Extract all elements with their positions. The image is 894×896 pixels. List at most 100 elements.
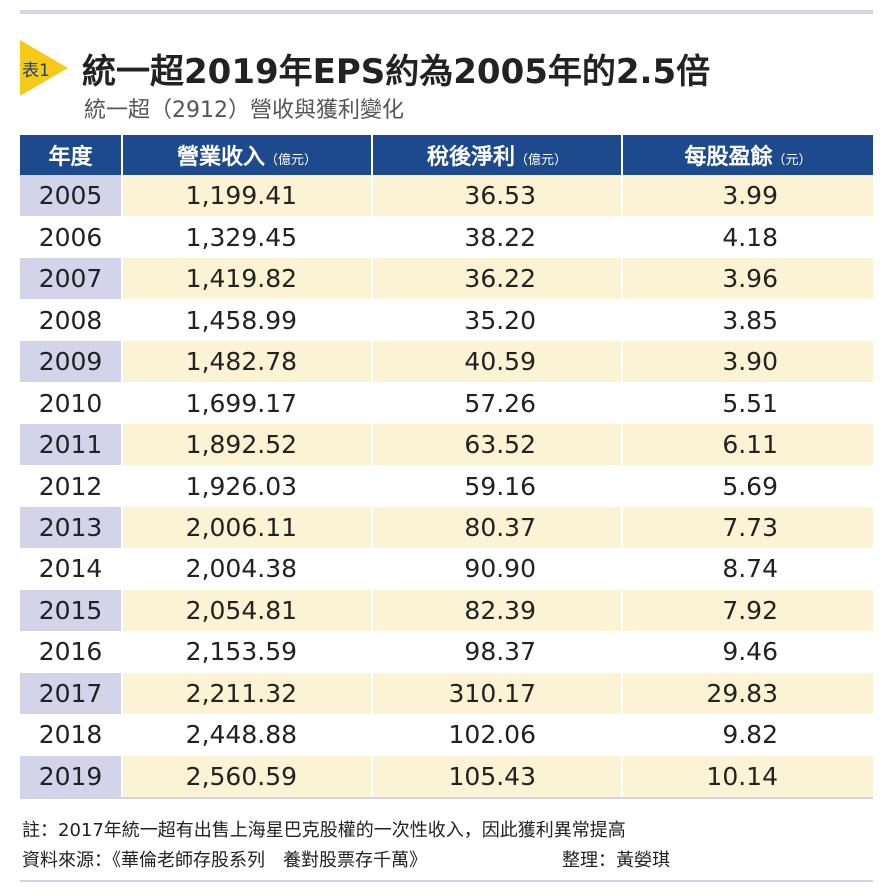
value-cell: 36.53 — [371, 175, 622, 217]
title: 統一超2019年EPS約為2005年的2.5倍 — [82, 52, 711, 92]
value-cell: 3.99 — [621, 175, 873, 217]
year-cell: 2012 — [38, 471, 103, 501]
year-cell: 2015 — [20, 589, 122, 632]
value-cell: 1,329.45 — [121, 216, 372, 258]
table-row: 2012 1,926.03 59.16 5.69 — [20, 465, 873, 507]
value-cell: 36.22 — [371, 257, 622, 300]
value-cell: 90.90 — [371, 548, 622, 590]
note: 註：2017年統一超有出售上海星巴克股權的一次性收入，因此獲利異常提高 — [22, 820, 626, 841]
top-rule — [20, 10, 873, 14]
year-cell: 2016 — [38, 637, 103, 667]
column-unit: （億元） — [515, 153, 568, 168]
bottom-rule — [20, 880, 873, 882]
value-cell: 5.69 — [621, 465, 873, 507]
column-unit: （億元） — [265, 153, 318, 168]
table-row: 2014 2,004.38 90.90 8.74 — [20, 548, 873, 590]
value-cell: 38.22 — [371, 216, 622, 258]
table-row: 2011 1,892.52 63.52 6.11 — [20, 423, 873, 466]
value-cell: 1,699.17 — [121, 382, 372, 424]
value-cell: 2,153.59 — [121, 631, 372, 673]
table-row: 2005 1,199.41 36.53 3.99 — [20, 175, 873, 217]
value-cell: 2,211.32 — [121, 672, 372, 715]
value-cell: 80.37 — [371, 506, 622, 549]
header-row: 年度 營業收入（億元） 稅後淨利（億元） 每股盈餘（元） — [20, 135, 873, 175]
value-cell: 310.17 — [371, 672, 622, 715]
value-cell: 4.18 — [621, 216, 873, 258]
value-cell: 102.06 — [371, 714, 622, 756]
value-cell: 8.74 — [621, 548, 873, 590]
year-cell: 2008 — [38, 305, 103, 335]
column-header: 每股盈餘（元） — [621, 135, 873, 175]
value-cell: 1,892.52 — [121, 423, 372, 466]
year-cell: 2018 — [38, 720, 103, 750]
value-cell: 2,448.88 — [121, 714, 372, 756]
table-row: 2010 1,699.17 57.26 5.51 — [20, 382, 873, 424]
year-cell: 2017 — [20, 672, 122, 715]
subtitle: 統一超（2912）營收與獲利變化 — [84, 98, 404, 123]
column-label: 稅後淨利 — [426, 145, 515, 170]
year-cell: 2014 — [38, 554, 103, 584]
data-table: 年度 營業收入（億元） 稅後淨利（億元） 每股盈餘（元） 2005 1,199.41 36… — [20, 135, 873, 798]
column-label: 營業收入 — [176, 145, 265, 170]
table-bottom-rule — [20, 797, 873, 799]
value-cell: 9.82 — [621, 714, 873, 756]
value-cell: 98.37 — [371, 631, 622, 673]
value-cell: 35.20 — [371, 299, 622, 341]
column-header: 年度 — [20, 135, 122, 175]
badge: 表1 — [22, 61, 50, 81]
value-cell: 1,482.78 — [121, 340, 372, 383]
table-row: 2017 2,211.32 310.17 29.83 — [20, 672, 873, 715]
badge-shape — [20, 40, 68, 96]
value-cell: 1,458.99 — [121, 299, 372, 341]
value-cell: 1,199.41 — [121, 175, 372, 217]
table-row: 2016 2,153.59 98.37 9.46 — [20, 631, 873, 673]
year-cell: 2006 — [38, 222, 103, 252]
column-header: 稅後淨利（億元） — [371, 135, 622, 175]
value-cell: 29.83 — [621, 672, 873, 715]
year-cell: 2019 — [20, 755, 122, 798]
value-cell: 82.39 — [371, 589, 622, 632]
column-unit: （元） — [772, 153, 812, 168]
value-cell: 3.96 — [621, 257, 873, 300]
value-cell: 7.92 — [621, 589, 873, 632]
value-cell: 10.14 — [621, 755, 873, 798]
value-cell: 2,006.11 — [121, 506, 372, 549]
table-row: 2008 1,458.99 35.20 3.85 — [20, 299, 873, 341]
year-cell: 2009 — [20, 340, 122, 383]
value-cell: 57.26 — [371, 382, 622, 424]
value-cell: 63.52 — [371, 423, 622, 466]
year-cell: 2011 — [20, 423, 122, 466]
value-cell: 7.73 — [621, 506, 873, 549]
value-cell: 5.51 — [621, 382, 873, 424]
value-cell: 1,419.82 — [121, 257, 372, 300]
table-row: 2018 2,448.88 102.06 9.82 — [20, 714, 873, 756]
column-label: 每股盈餘 — [684, 145, 773, 170]
value-cell: 6.11 — [621, 423, 873, 466]
value-cell: 2,054.81 — [121, 589, 372, 632]
value-cell: 40.59 — [371, 340, 622, 383]
column-label: 年度 — [48, 145, 93, 170]
value-cell: 59.16 — [371, 465, 622, 507]
year-cell: 2013 — [20, 506, 122, 549]
value-cell: 2,004.38 — [121, 548, 372, 590]
year-cell: 2005 — [20, 175, 122, 217]
value-cell: 3.90 — [621, 340, 873, 383]
value-cell: 3.85 — [621, 299, 873, 341]
year-cell: 2010 — [38, 388, 103, 418]
value-cell: 2,560.59 — [121, 755, 372, 798]
table-row: 2009 1,482.78 40.59 3.90 — [20, 340, 873, 383]
table-row: 2006 1,329.45 38.22 4.18 — [20, 216, 873, 258]
editor: 整理：黃嫈琪 — [562, 850, 670, 871]
source: 資料來源：《華倫老師存股系列 養對股票存千萬》 — [22, 850, 427, 871]
year-cell: 2007 — [20, 257, 122, 300]
table-row: 2007 1,419.82 36.22 3.96 — [20, 257, 873, 300]
table-body: 2005 1,199.41 36.53 3.99 2006 1,329.45 38.22 4.… — [20, 175, 873, 798]
value-cell: 1,926.03 — [121, 465, 372, 507]
table-row: 2013 2,006.11 80.37 7.73 — [20, 506, 873, 549]
table-row: 2015 2,054.81 82.39 7.92 — [20, 589, 873, 632]
value-cell: 9.46 — [621, 631, 873, 673]
table-row: 2019 2,560.59 105.43 10.14 — [20, 755, 873, 798]
column-header: 營業收入（億元） — [121, 135, 372, 175]
value-cell: 105.43 — [371, 755, 622, 798]
